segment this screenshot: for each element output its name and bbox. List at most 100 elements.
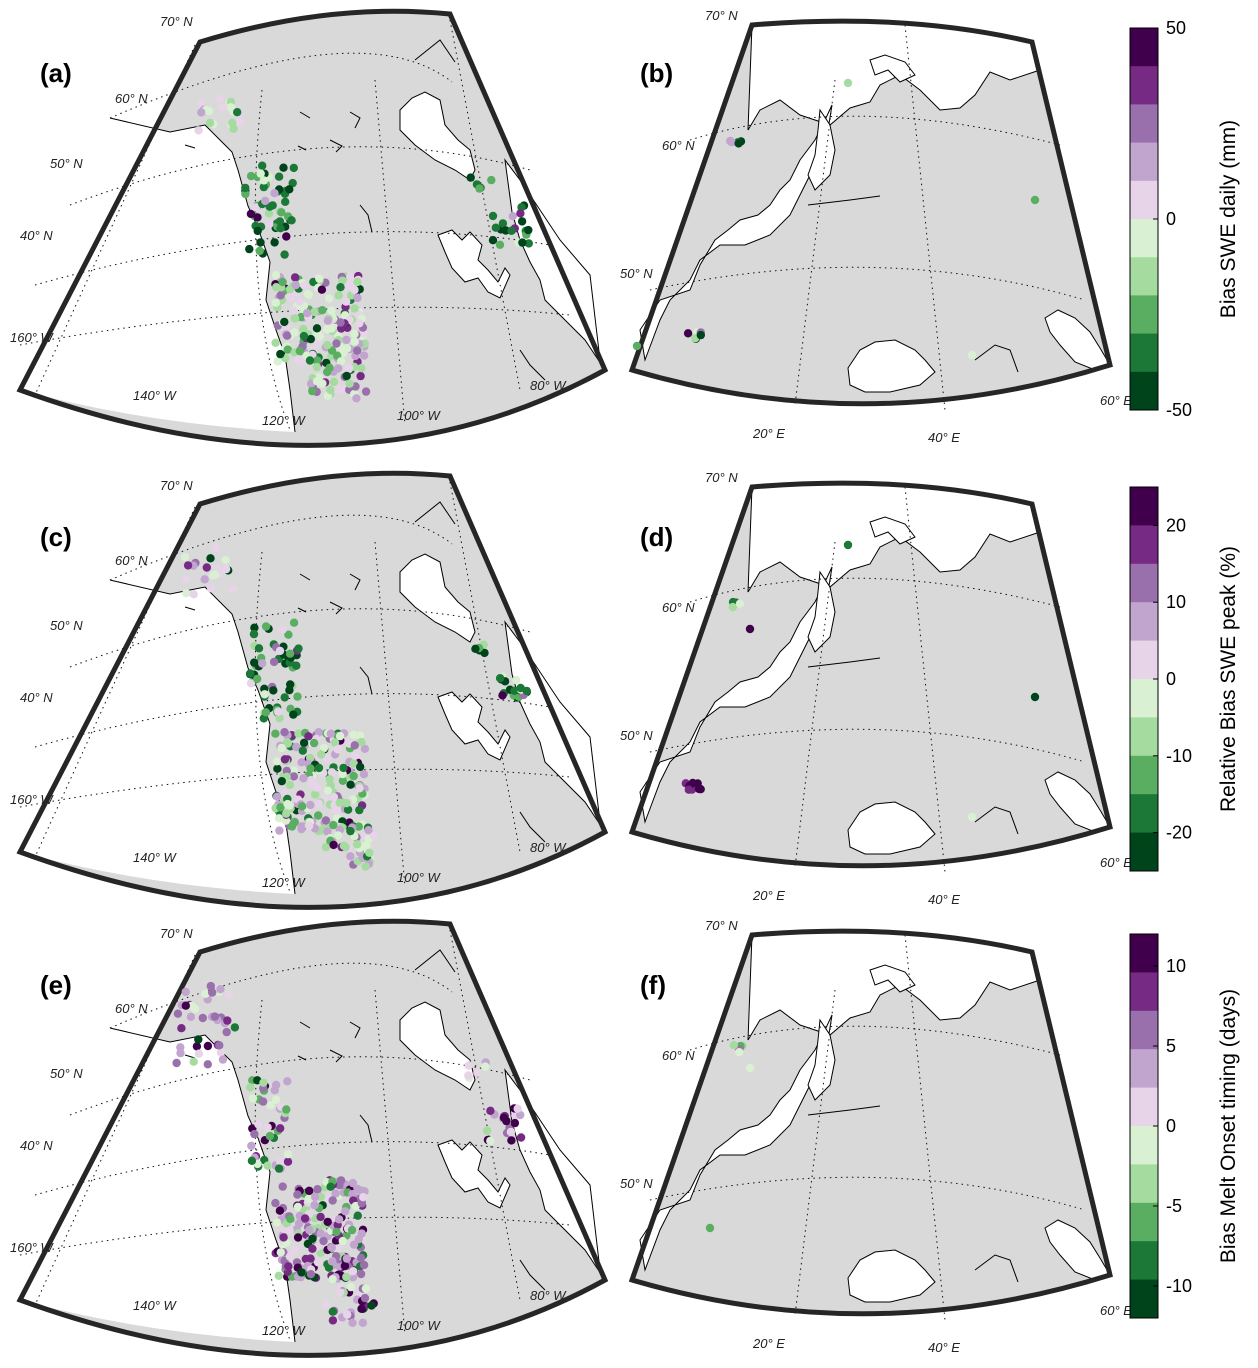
colorbar-segment [1130, 934, 1158, 973]
station-marker [336, 1176, 346, 1185]
colorbar-tick-label: -50 [1166, 400, 1192, 420]
station-marker [516, 1133, 526, 1142]
station-marker [295, 297, 304, 306]
station-marker [334, 831, 343, 840]
station-marker [300, 1214, 310, 1223]
eu-lon60-label: 60° E [1100, 393, 1132, 408]
station-marker [206, 554, 215, 563]
row-1: (a) 70° N 60° N 50° N 40° N 160° W 140° … [10, 8, 1240, 445]
panel-d-grid-labels: 70° N 60° N 50° N 20° E 40° E 60° E [620, 470, 1132, 907]
station-marker [349, 759, 358, 768]
station-marker [177, 1024, 186, 1033]
station-marker [306, 764, 315, 773]
station-marker [491, 223, 500, 232]
station-marker [328, 1307, 337, 1316]
station-marker [331, 1189, 340, 1198]
station-marker [334, 1215, 344, 1224]
station-marker [293, 1233, 303, 1242]
station-marker [278, 277, 287, 287]
station-marker [289, 306, 298, 315]
colorbar-tick-label: -5 [1166, 1196, 1182, 1216]
colorbar-segment [1130, 257, 1158, 296]
station-marker [308, 1244, 317, 1253]
station-marker [289, 618, 299, 627]
eu-lon20-label: 20° E [752, 426, 785, 441]
station-marker [314, 799, 324, 808]
colorbar-segment [1130, 525, 1158, 565]
station-marker [306, 1270, 316, 1279]
station-marker [216, 1048, 226, 1057]
colorbar-segment [1130, 1010, 1158, 1050]
station-marker [331, 806, 340, 816]
colorbar-1: 50 0 -50 Bias SWE daily (mm) [1129, 18, 1240, 420]
station-marker [280, 728, 289, 737]
station-marker [192, 1042, 202, 1051]
colorbar-segment [1130, 487, 1158, 526]
colorbar-tick-label: 10 [1166, 956, 1186, 976]
station-marker [632, 341, 642, 351]
station-marker [367, 1301, 376, 1310]
station-marker [329, 792, 339, 802]
panel-d-map [632, 483, 1110, 872]
station-marker [727, 138, 736, 147]
station-marker [197, 108, 206, 117]
colorbar-segment [1130, 371, 1158, 411]
station-marker [729, 1040, 738, 1050]
station-marker [253, 213, 262, 222]
colorbar-segment [1130, 295, 1158, 335]
station-marker [211, 543, 220, 552]
station-marker [339, 763, 348, 773]
station-marker [297, 1268, 306, 1277]
station-marker [316, 1229, 325, 1238]
colorbar-title: Bias SWE daily (mm) [1217, 120, 1240, 318]
station-marker [745, 1063, 755, 1073]
station-marker [241, 189, 250, 199]
svg-text:50° N: 50° N [620, 728, 653, 743]
station-marker [283, 345, 292, 354]
station-marker [216, 985, 225, 994]
station-marker [283, 1157, 293, 1166]
station-marker [350, 285, 359, 295]
station-marker [291, 280, 300, 290]
station-marker [270, 238, 279, 247]
colorbar-segment [1130, 28, 1158, 67]
station-marker [289, 710, 298, 719]
colorbar-segment [1130, 66, 1158, 105]
colorbar-tick-label: -20 [1166, 823, 1192, 843]
station-marker [297, 357, 306, 366]
station-marker [507, 226, 516, 235]
colorbar-2: 20 10 0 -10 -20 Relative Bias SWE peak (%) [1129, 486, 1240, 872]
station-marker [342, 297, 351, 306]
station-marker [256, 169, 265, 178]
station-marker [180, 553, 190, 562]
station-marker [348, 1318, 357, 1327]
station-marker [270, 189, 279, 198]
colorbar-segment [1130, 832, 1158, 872]
station-marker [352, 394, 361, 403]
station-marker [333, 745, 342, 754]
station-marker [283, 799, 292, 809]
station-marker [349, 730, 358, 740]
station-marker [276, 349, 285, 359]
station-marker [306, 776, 315, 785]
station-marker [498, 691, 507, 700]
colorbar-segment [1130, 1164, 1158, 1204]
station-marker [329, 840, 338, 850]
station-marker [293, 692, 302, 701]
station-marker [189, 1057, 198, 1066]
station-marker [277, 743, 286, 753]
station-marker [316, 1212, 325, 1222]
station-marker [329, 820, 338, 830]
station-marker [355, 319, 364, 328]
station-marker [321, 1300, 331, 1309]
station-marker [356, 762, 365, 772]
station-marker [356, 1253, 366, 1262]
station-marker [349, 1267, 358, 1276]
station-marker [306, 334, 315, 344]
station-marker [342, 371, 351, 381]
station-marker [344, 364, 353, 374]
station-marker [324, 294, 334, 303]
svg-text:60° E: 60° E [1100, 855, 1132, 870]
station-marker [318, 306, 327, 315]
station-marker [343, 1310, 352, 1319]
